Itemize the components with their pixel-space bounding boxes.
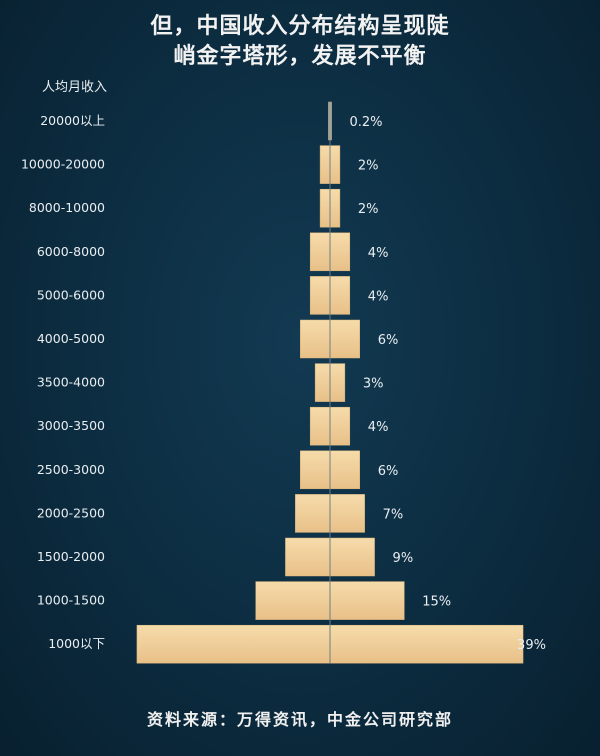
value-label-8: 6%	[378, 464, 399, 479]
value-label-9: 7%	[383, 507, 404, 522]
category-label-5: 4000-5000	[37, 331, 105, 346]
category-label-6: 3500-4000	[37, 375, 105, 390]
value-label-6: 3%	[363, 377, 384, 392]
value-label-0: 0.2%	[350, 115, 383, 130]
chart-title-line2: 峭金字塔形，发展不平衡	[173, 44, 427, 69]
source-note: 资料来源：万得资讯，中金公司研究部	[146, 710, 453, 729]
chart-title-line1: 但，中国收入分布结构呈现陡	[150, 14, 450, 39]
category-label-9: 2000-2500	[37, 505, 105, 520]
value-label-10: 9%	[393, 551, 414, 566]
value-label-2: 2%	[358, 202, 379, 217]
value-label-7: 4%	[368, 420, 389, 435]
pyramid-chart: 20000以上 0.2% 10000-20000 2% 8000-10000 2% 6000…	[21, 101, 546, 664]
category-label-8: 2500-3000	[37, 462, 105, 477]
category-label-3: 6000-8000	[37, 244, 105, 259]
category-label-7: 3000-3500	[37, 418, 105, 433]
value-label-11: 15%	[422, 595, 451, 610]
category-label-11: 1000-1500	[37, 593, 105, 608]
category-label-10: 1500-2000	[37, 549, 105, 564]
value-label-1: 2%	[358, 159, 379, 174]
category-label-4: 5000-6000	[37, 287, 105, 302]
value-label-12: 39%	[517, 638, 546, 653]
value-label-4: 4%	[368, 289, 389, 304]
category-label-2: 8000-10000	[29, 200, 105, 215]
y-axis-label: 人均月收入	[42, 80, 108, 95]
value-label-3: 4%	[368, 246, 389, 261]
category-label-1: 10000-20000	[21, 157, 105, 172]
value-label-5: 6%	[378, 333, 399, 348]
category-label-0: 20000以上	[40, 113, 105, 128]
category-label-12: 1000以下	[48, 636, 105, 651]
